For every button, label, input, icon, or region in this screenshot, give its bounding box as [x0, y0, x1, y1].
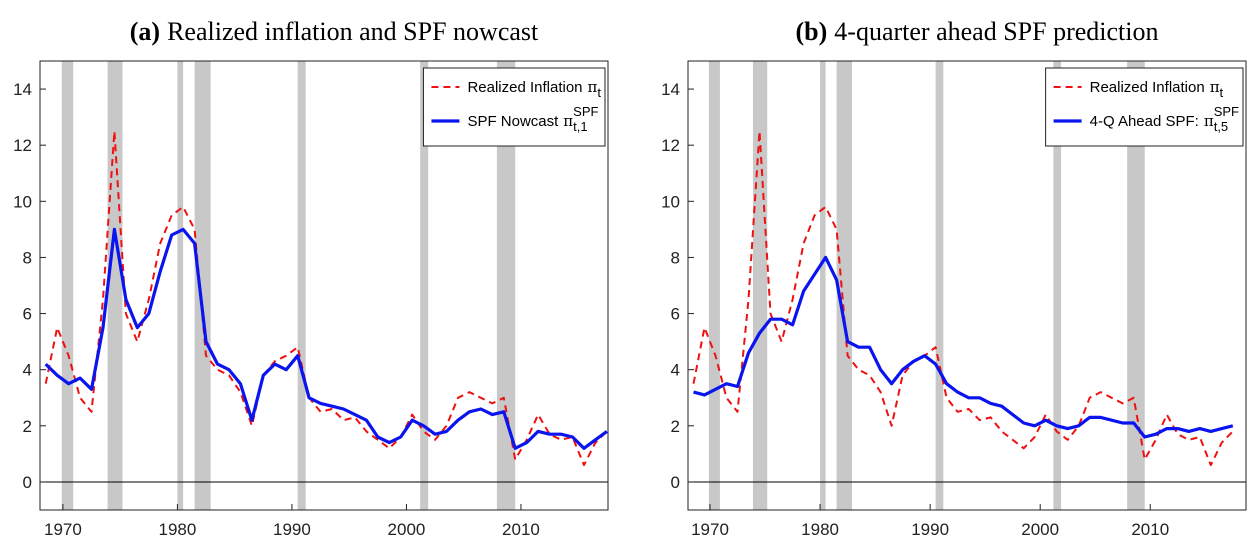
recession-band [836, 61, 852, 510]
y-tick-label: 6 [23, 305, 32, 324]
legend-label: Realized Inflation [467, 79, 582, 96]
legend-label: Realized Inflation [1090, 79, 1205, 96]
legend-symbol: π [1210, 78, 1220, 96]
x-tick-label: 1970 [691, 520, 729, 539]
x-tick-label: 1980 [801, 520, 839, 539]
y-tick-label: 8 [23, 248, 32, 267]
recession-band [820, 61, 826, 510]
recession-band [752, 61, 768, 510]
title-text: 4-quarter ahead SPF prediction [834, 17, 1158, 46]
y-tick-label: 0 [671, 473, 680, 492]
x-tick-label: 1980 [159, 520, 197, 539]
y-tick-label: 12 [13, 136, 32, 155]
recession-band [297, 61, 306, 510]
y-tick-label: 6 [671, 305, 680, 324]
series-line [692, 130, 1234, 467]
recession-band [177, 61, 184, 510]
legend-subscript: t [1220, 85, 1224, 100]
legend-subscript: t [597, 85, 601, 100]
chart-title: (a) Realized inflation and SPF nowcast [130, 17, 539, 46]
legend-box [1045, 67, 1244, 147]
legend-subscript: t,5 [1214, 119, 1228, 134]
chart-title: (b) 4-quarter ahead SPF prediction [796, 17, 1159, 46]
y-tick-label: 12 [661, 136, 680, 155]
legend-superscript: SPF [1214, 104, 1239, 119]
recession-band [708, 61, 720, 510]
x-tick-label: 1970 [44, 520, 82, 539]
legend-symbol: π [588, 78, 598, 96]
recession-band [420, 61, 429, 510]
x-tick-label: 2000 [388, 520, 426, 539]
legend: Realized Inflation π t4-Q Ahead SPF: π t,5SP… [1045, 67, 1244, 147]
x-tick-label: 2010 [1131, 520, 1169, 539]
x-tick-label: 1990 [273, 520, 311, 539]
recession-band [935, 61, 944, 510]
legend-label: 4-Q Ahead SPF: [1090, 113, 1199, 130]
recession-band [61, 61, 74, 510]
y-tick-label: 8 [671, 248, 680, 267]
plot-frame [687, 60, 1247, 511]
y-tick-label: 2 [671, 417, 680, 436]
legend-superscript: SPF [573, 104, 598, 119]
series-line [693, 255, 1234, 439]
title-tag: (a) [130, 17, 160, 46]
y-tick-label: 4 [23, 361, 32, 380]
recession-band [1127, 61, 1145, 510]
x-tick-label: 1990 [911, 520, 949, 539]
series-line [44, 227, 608, 450]
plot-frame [39, 60, 609, 511]
recession-band [107, 61, 123, 510]
y-tick-label: 0 [23, 473, 32, 492]
y-tick-label: 10 [13, 192, 32, 211]
recession-band [496, 61, 516, 510]
legend-symbol: π [1204, 112, 1214, 130]
y-tick-label: 10 [661, 192, 680, 211]
title-tag: (b) [796, 17, 828, 46]
y-tick-label: 14 [13, 80, 32, 99]
series-line [44, 130, 608, 467]
y-tick-label: 2 [23, 417, 32, 436]
legend-box [422, 67, 606, 147]
recession-band [1053, 61, 1062, 510]
x-tick-label: 2000 [1021, 520, 1059, 539]
legend-subscript: t,1 [573, 119, 587, 134]
x-tick-label: 2010 [502, 520, 540, 539]
legend-label: SPF Nowcast [467, 113, 559, 130]
legend-symbol: π [563, 112, 573, 130]
y-tick-label: 4 [671, 361, 680, 380]
recession-band [194, 61, 211, 510]
title-text: Realized inflation and SPF nowcast [167, 17, 539, 46]
y-tick-label: 14 [661, 80, 680, 99]
